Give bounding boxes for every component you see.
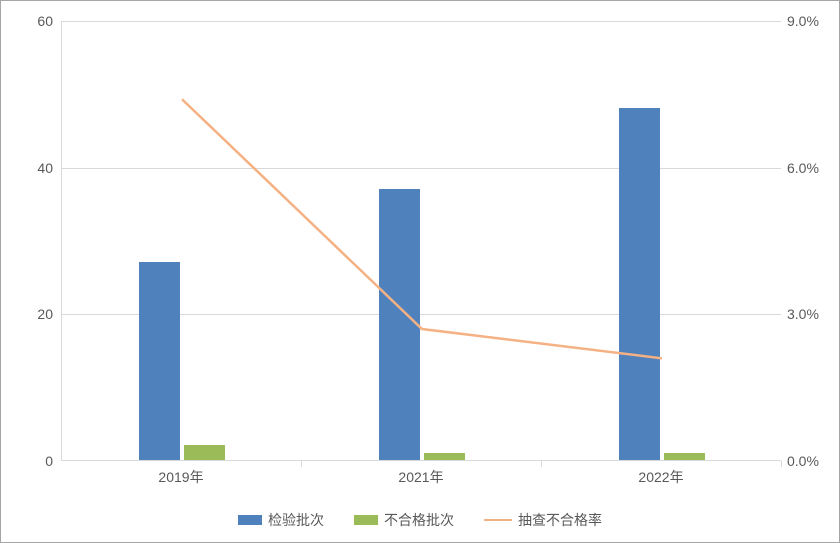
x-axis-label: 2021年 [398, 467, 443, 487]
x-tick [541, 461, 542, 467]
legend-swatch-bar [354, 515, 378, 525]
y-left-axis-label: 0 [13, 453, 53, 469]
line-series [62, 21, 781, 460]
legend-label: 检验批次 [268, 510, 324, 530]
y-left-axis-label: 40 [13, 160, 53, 176]
y-right-axis-label: 6.0% [787, 160, 837, 176]
y-right-axis-label: 3.0% [787, 306, 837, 322]
y-left-axis-label: 60 [13, 13, 53, 29]
y-left-axis-label: 20 [13, 306, 53, 322]
y-right-axis-label: 0.0% [787, 453, 837, 469]
x-axis-label: 2022年 [638, 467, 683, 487]
chart-container: 检验批次 不合格批次 抽查不合格率 0 20 40 60 0.0% 3.0% 6.0% 9.0% 2… [0, 0, 840, 543]
legend-label: 不合格批次 [384, 510, 454, 530]
legend-item: 检验批次 [238, 510, 324, 530]
y-right-axis-label: 9.0% [787, 13, 837, 29]
legend-swatch-line [484, 519, 512, 521]
legend: 检验批次 不合格批次 抽查不合格率 [1, 510, 839, 530]
legend-item: 抽查不合格率 [484, 510, 602, 530]
plot-area [61, 21, 781, 461]
x-tick [301, 461, 302, 467]
legend-item: 不合格批次 [354, 510, 454, 530]
x-axis-label: 2019年 [158, 467, 203, 487]
legend-swatch-bar [238, 515, 262, 525]
x-tick [781, 461, 782, 467]
legend-label: 抽查不合格率 [518, 510, 602, 530]
